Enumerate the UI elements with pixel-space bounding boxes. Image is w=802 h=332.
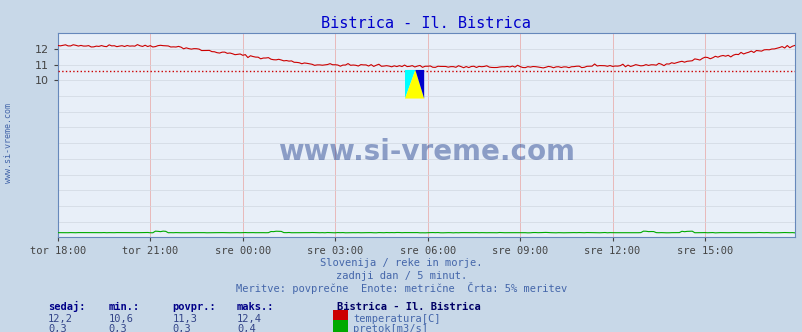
Polygon shape [415,70,423,99]
Polygon shape [404,70,423,99]
Text: maks.:: maks.: [237,302,274,312]
Text: Slovenija / reke in morje.: Slovenija / reke in morje. [320,258,482,268]
Text: www.si-vreme.com: www.si-vreme.com [3,103,13,183]
Text: Meritve: povprečne  Enote: metrične  Črta: 5% meritev: Meritve: povprečne Enote: metrične Črta:… [236,282,566,294]
Text: Bistrica - Il. Bistrica: Bistrica - Il. Bistrica [337,302,480,312]
Text: 12,4: 12,4 [237,314,261,324]
Text: 10,6: 10,6 [108,314,133,324]
Text: 11,3: 11,3 [172,314,197,324]
Text: 0,4: 0,4 [237,324,255,332]
Text: 0,3: 0,3 [172,324,191,332]
Polygon shape [404,70,415,99]
Text: 12,2: 12,2 [48,314,73,324]
Text: 0,3: 0,3 [108,324,127,332]
Text: povpr.:: povpr.: [172,302,216,312]
Text: www.si-vreme.com: www.si-vreme.com [277,138,574,166]
Text: zadnji dan / 5 minut.: zadnji dan / 5 minut. [335,271,467,281]
Title: Bistrica - Il. Bistrica: Bistrica - Il. Bistrica [321,16,531,31]
Text: temperatura[C]: temperatura[C] [353,314,440,324]
Text: min.:: min.: [108,302,140,312]
Text: sedaj:: sedaj: [48,301,86,312]
Text: 0,3: 0,3 [48,324,67,332]
Text: pretok[m3/s]: pretok[m3/s] [353,324,427,332]
